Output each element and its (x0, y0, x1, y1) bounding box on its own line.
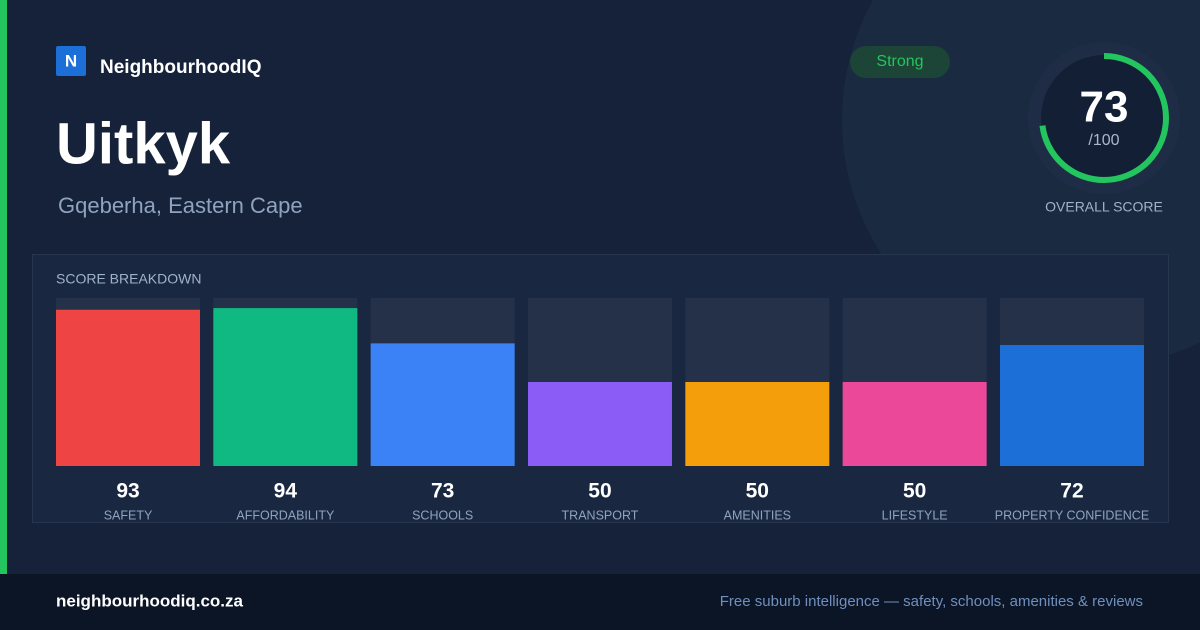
bar (842, 382, 987, 466)
value-label: 73 (431, 480, 454, 503)
category-label: LIFESTYLE (882, 508, 948, 522)
value-label: 72 (1060, 480, 1083, 503)
category-label: PROPERTY CONFIDENCE (995, 508, 1149, 522)
bar (999, 345, 1144, 466)
accent-strip (0, 0, 7, 574)
bar (56, 309, 200, 466)
badge (850, 46, 950, 78)
value-label: 93 (116, 480, 139, 503)
title: Uitkyk (56, 111, 231, 176)
category-label: SCHOOLS (412, 508, 473, 522)
score-label: OVERALL SCORE (1045, 199, 1163, 215)
bar (527, 382, 672, 466)
score-inner (1041, 55, 1167, 181)
logo-letter: N (65, 51, 77, 70)
badge-text: Strong (876, 53, 923, 70)
subtitle: Gqeberha, Eastern Cape (58, 193, 303, 218)
footer-site: neighbourhoodiq.co.za (56, 591, 244, 610)
category-label: AFFORDABILITY (236, 508, 335, 522)
bar (685, 382, 830, 466)
score-value: 73 (1080, 83, 1129, 132)
footer (0, 574, 1200, 630)
brand-name: NeighbourhoodIQ (100, 57, 261, 78)
value-label: 50 (746, 480, 769, 503)
bar (213, 308, 358, 466)
value-label: 94 (274, 480, 298, 503)
bar (370, 343, 515, 466)
breakdown-title: SCORE BREAKDOWN (56, 271, 201, 287)
category-label: TRANSPORT (562, 508, 639, 522)
footer-tagline: Free suburb intelligence — safety, schoo… (720, 593, 1143, 610)
logo (56, 46, 86, 76)
score-ring (1039, 53, 1169, 183)
score-max: /100 (1088, 132, 1119, 149)
value-label: 50 (588, 480, 611, 503)
category-label: AMENITIES (724, 508, 791, 522)
value-label: 50 (903, 480, 926, 503)
category-label: SAFETY (104, 508, 153, 522)
